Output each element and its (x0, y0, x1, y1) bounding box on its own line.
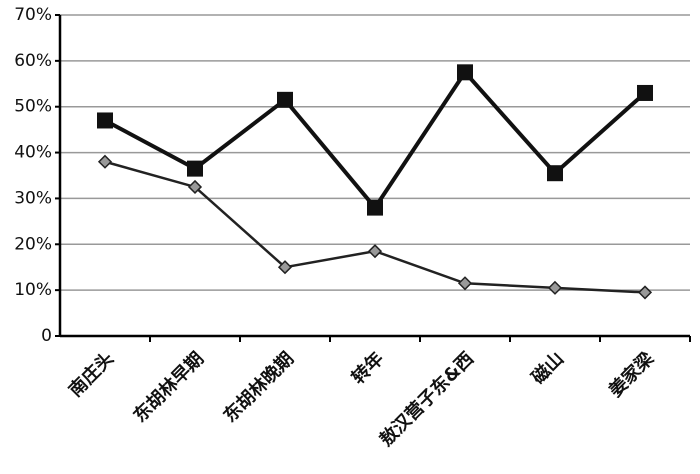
marker (97, 154, 113, 169)
marker (637, 84, 653, 101)
series-line (104, 160, 646, 294)
marker (367, 244, 383, 259)
marker (547, 280, 563, 295)
marker (457, 64, 473, 81)
marker (187, 160, 203, 177)
y-tick-label: 10% (14, 280, 52, 300)
x-tick-label: 姜家梁 (604, 347, 658, 401)
x-tick-label: 东胡林晚期 (219, 348, 298, 427)
y-tick-label: 20% (14, 234, 52, 254)
y-tick-label: 30% (14, 188, 52, 208)
x-tick-label: 转年 (347, 348, 388, 389)
marker (277, 91, 293, 108)
x-tick-label: 东胡林早期 (129, 348, 208, 427)
marker (637, 285, 653, 300)
x-tick-label: 敖汉营子东&西 (375, 348, 478, 451)
x-tick-label: 南庄头 (64, 348, 118, 402)
marker (457, 276, 473, 291)
x-tick-label: 磁山 (527, 348, 568, 389)
y-tick-label: 70% (14, 5, 52, 25)
y-tick-label: 0 (41, 326, 52, 346)
marker (97, 112, 113, 129)
marker (547, 165, 563, 182)
marker (367, 199, 383, 216)
y-tick-label: 60% (14, 51, 52, 71)
y-tick-label: 50% (14, 97, 52, 117)
y-tick-label: 40% (14, 143, 52, 163)
marker (187, 179, 203, 195)
marker (277, 260, 293, 275)
series-line (104, 69, 647, 211)
